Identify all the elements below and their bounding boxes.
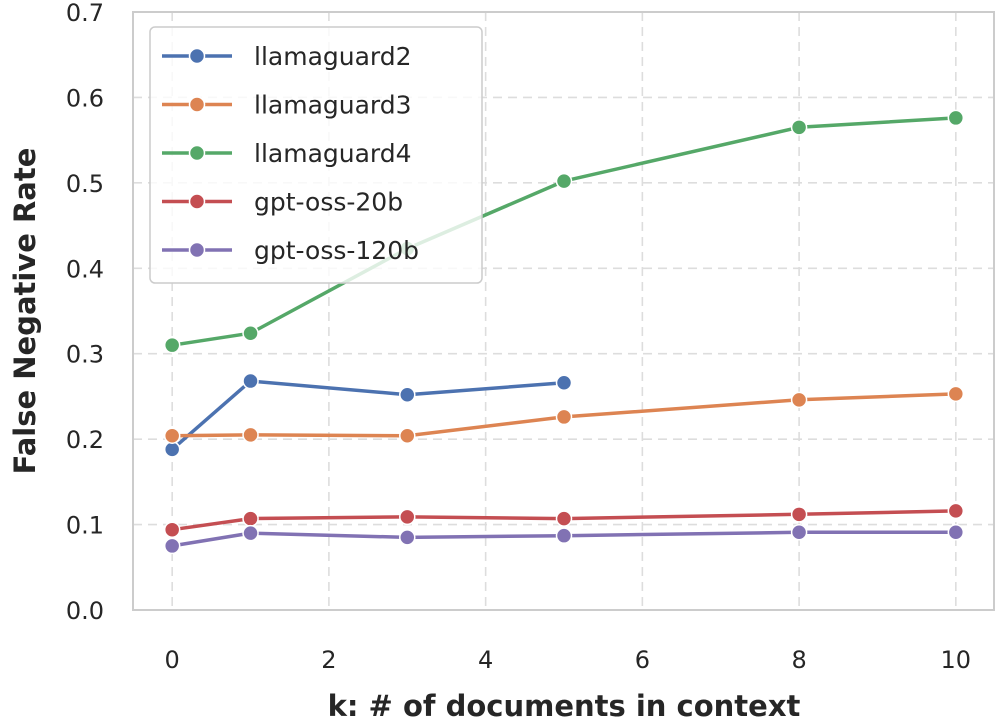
legend-label: gpt-oss-120b xyxy=(254,236,419,265)
legend-box xyxy=(149,26,483,284)
x-tick-label: 6 xyxy=(635,646,650,674)
data-point xyxy=(242,524,259,542)
x-tick-label: 2 xyxy=(321,646,336,674)
data-point xyxy=(555,527,573,544)
series-gpt-oss-120b xyxy=(163,524,965,555)
series-line xyxy=(170,509,958,532)
data-point xyxy=(242,426,259,444)
data-point xyxy=(790,506,808,523)
data-point xyxy=(163,521,181,538)
legend-label: llamaguard2 xyxy=(254,42,412,71)
legend-item: llamaguard2 xyxy=(162,42,412,71)
plot-frame xyxy=(132,11,995,611)
y-tick-label: 0.2 xyxy=(66,426,104,454)
data-point xyxy=(947,502,965,520)
data-point xyxy=(555,408,573,426)
legend-label: gpt-oss-20b xyxy=(254,188,403,217)
series-line xyxy=(170,116,958,347)
data-point xyxy=(947,109,965,127)
series-llamaguard2 xyxy=(163,372,573,458)
data-point xyxy=(555,510,573,527)
series-line xyxy=(170,379,566,452)
legend-item: gpt-oss-20b xyxy=(162,188,403,217)
data-point xyxy=(163,537,181,555)
series-llamaguard3 xyxy=(163,385,965,444)
data-point xyxy=(947,385,965,403)
legend-label: llamaguard3 xyxy=(254,91,412,120)
legend-item: llamaguard4 xyxy=(162,139,412,168)
y-tick-label: 0.5 xyxy=(66,170,104,198)
legend-label: llamaguard4 xyxy=(254,139,412,168)
series-layer xyxy=(163,109,965,555)
y-tick-label: 0.6 xyxy=(66,84,104,112)
legend-swatch-marker xyxy=(188,193,206,210)
data-point xyxy=(399,508,416,526)
legend-item: llamaguard3 xyxy=(162,91,412,120)
tick-labels: 0 2 4 6 8 10 0.0 0.1 0.2 0.3 0.4 0.5 0.6 0.7 xyxy=(66,0,971,674)
data-point xyxy=(242,324,259,342)
legend-swatch-marker xyxy=(188,241,206,259)
data-point xyxy=(555,172,573,190)
data-point xyxy=(399,386,416,403)
data-point xyxy=(242,510,259,527)
legend-swatch-marker xyxy=(188,144,206,162)
y-tick-label: 0.3 xyxy=(66,341,104,369)
series-line xyxy=(170,392,958,438)
x-tick-label: 4 xyxy=(478,646,493,674)
y-tick-label: 0.1 xyxy=(66,512,104,540)
data-point xyxy=(399,427,416,444)
series-gpt-oss-20b xyxy=(163,502,965,538)
data-point xyxy=(555,374,573,392)
data-point xyxy=(399,529,416,546)
y-axis-label: False Negative Rate xyxy=(8,148,42,475)
x-tick-label: 8 xyxy=(791,646,806,674)
data-point xyxy=(163,427,181,444)
series-line xyxy=(170,530,958,548)
y-tick-label: 0.4 xyxy=(66,255,104,283)
x-axis-label: k: # of documents in context xyxy=(328,689,801,723)
data-point xyxy=(947,524,965,541)
y-tick-label: 0.7 xyxy=(66,0,104,27)
legend-item: gpt-oss-120b xyxy=(162,236,419,265)
legend: llamaguard2 llamaguard3 llamaguard4 gpt-oss… xyxy=(149,26,483,284)
legend-swatch-marker xyxy=(188,96,206,113)
data-point xyxy=(242,372,259,390)
data-point xyxy=(163,441,181,458)
data-point xyxy=(790,524,808,541)
data-point xyxy=(790,391,808,409)
x-tick-label: 10 xyxy=(941,646,972,674)
data-point xyxy=(163,336,181,354)
legend-swatch-marker xyxy=(188,47,206,65)
y-tick-label: 0.0 xyxy=(66,597,104,625)
data-point xyxy=(790,119,808,136)
x-tick-label: 0 xyxy=(165,646,180,674)
